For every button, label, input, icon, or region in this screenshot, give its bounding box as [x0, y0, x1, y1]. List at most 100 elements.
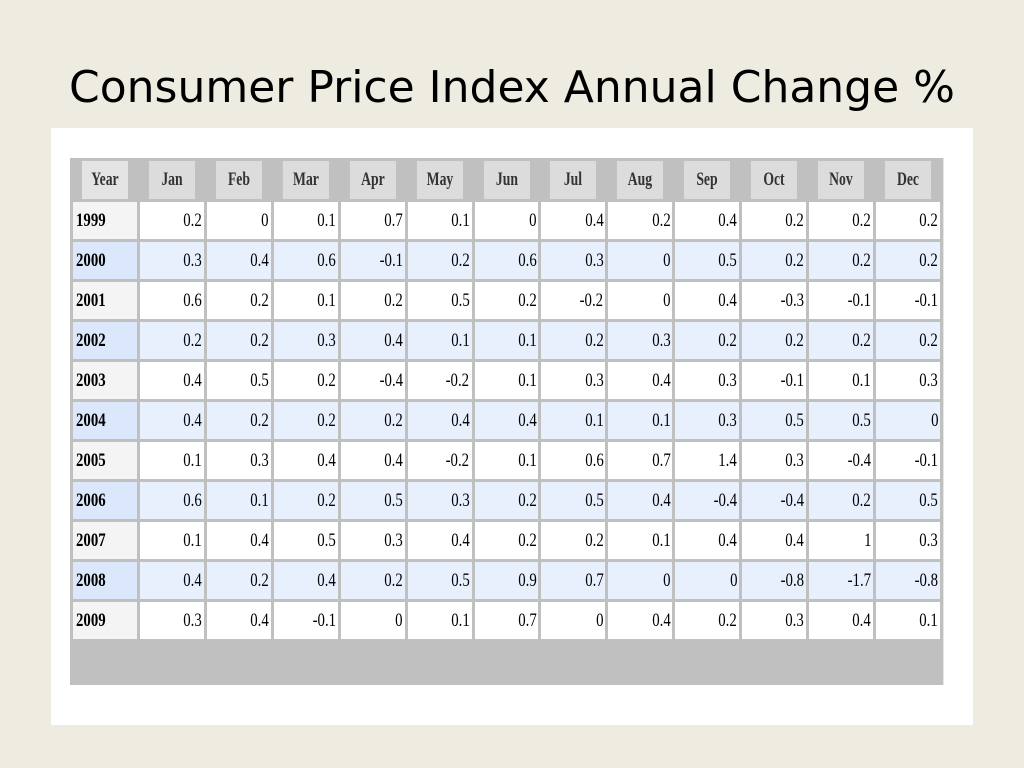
year-cell: 2000 — [73, 242, 137, 279]
value-text: 0.4 — [317, 569, 336, 591]
value-cell: -0.8 — [742, 562, 807, 599]
value-text: 0.3 — [451, 489, 470, 511]
value-cell: 0.5 — [742, 402, 807, 439]
value-text: -0.4 — [379, 369, 403, 391]
value-text: 0.5 — [852, 409, 872, 431]
value-text: 1.4 — [718, 449, 738, 471]
value-text: 0.2 — [250, 329, 269, 351]
value-text: 0.6 — [317, 249, 336, 271]
value-cell: 0.2 — [273, 362, 338, 399]
value-text: 0.3 — [718, 409, 738, 431]
year-text: 2001 — [76, 289, 106, 311]
table-body: 1999 0.2 0 0.1 0.7 0.1 0 0.4 0.2 0.4 0.2 0.2 0.2 2000… — [73, 202, 940, 639]
value-text: 0.1 — [183, 529, 202, 551]
value-cell: 0.2 — [809, 482, 874, 519]
value-text: 0.5 — [451, 289, 470, 311]
value-text: 0.2 — [517, 529, 537, 551]
value-cell: 0.2 — [742, 322, 807, 359]
value-text: 0.2 — [919, 249, 938, 271]
table-row: 1999 0.2 0 0.1 0.7 0.1 0 0.4 0.2 0.4 0.2 0.2 0.2 — [73, 202, 940, 239]
value-text: -0.2 — [579, 289, 604, 311]
value-cell: -0.1 — [876, 282, 940, 319]
table-row: 2009 0.3 0.4 -0.1 0 0.1 0.7 0 0.4 0.2 0.3 0.4 0.1 — [73, 602, 940, 639]
value-cell: 1.4 — [675, 442, 740, 479]
value-cell: 0.1 — [474, 322, 539, 359]
value-cell: 0.3 — [608, 322, 673, 359]
value-text: 0.1 — [517, 369, 537, 391]
value-cell: 0.3 — [139, 242, 204, 279]
value-text: 1 — [863, 529, 872, 551]
value-cell: 0.4 — [742, 522, 807, 559]
value-text: -0.2 — [446, 449, 470, 471]
value-cell: 0.2 — [474, 522, 539, 559]
value-cell: 0.4 — [608, 482, 673, 519]
slide-title: Consumer Price Index Annual Change % — [69, 62, 955, 113]
year-cell: 2009 — [73, 602, 137, 639]
value-cell: 0 — [474, 202, 539, 239]
value-cell: 0.5 — [876, 482, 940, 519]
value-cell: 0.4 — [139, 402, 204, 439]
year-text: 2006 — [76, 489, 106, 511]
year-text: 2005 — [76, 449, 106, 471]
value-text: 0.1 — [317, 289, 336, 311]
table-row: 2007 0.1 0.4 0.5 0.3 0.4 0.2 0.2 0.1 0.4 0.4 1 0.3 — [73, 522, 940, 559]
value-cell: -0.3 — [742, 282, 807, 319]
value-text: 0 — [729, 569, 738, 591]
value-cell: -0.4 — [675, 482, 740, 519]
value-text: -0.4 — [780, 489, 805, 511]
value-cell: 0.4 — [541, 202, 606, 239]
value-cell: 0.1 — [608, 522, 673, 559]
table-row: 2005 0.1 0.3 0.4 0.4 -0.2 0.1 0.6 0.7 1.4 0.3 -0.4 -… — [73, 442, 940, 479]
value-text: 0.2 — [852, 209, 872, 231]
value-cell: 0.4 — [273, 562, 338, 599]
value-text: 0.1 — [250, 489, 269, 511]
value-text: 0.2 — [183, 209, 202, 231]
year-cell: 2001 — [73, 282, 137, 319]
year-text: 2004 — [76, 409, 106, 431]
value-text: 0.2 — [317, 489, 336, 511]
column-header: Nov — [818, 161, 865, 199]
value-cell: 0.7 — [608, 442, 673, 479]
value-text: 0.1 — [451, 609, 470, 631]
value-text: -0.1 — [312, 609, 336, 631]
value-text: -0.2 — [446, 369, 470, 391]
value-text: 0.2 — [250, 289, 269, 311]
value-text: 0.1 — [517, 329, 537, 351]
value-text: 0.4 — [451, 409, 470, 431]
value-text: 0.2 — [384, 569, 403, 591]
value-cell: 0.3 — [876, 522, 940, 559]
value-text: 0.3 — [919, 529, 938, 551]
value-cell: 0 — [608, 242, 673, 279]
value-text: 0.5 — [250, 369, 269, 391]
year-cell: 1999 — [73, 202, 137, 239]
value-text: 0 — [395, 609, 403, 631]
value-text: 0.4 — [718, 209, 738, 231]
value-text: 0.2 — [852, 489, 872, 511]
value-text: 0.2 — [250, 409, 269, 431]
value-text: 0 — [662, 249, 671, 271]
column-header: Jan — [148, 161, 195, 199]
value-cell: 0.3 — [742, 442, 807, 479]
value-cell: 0.4 — [139, 362, 204, 399]
value-cell: 0.2 — [742, 202, 807, 239]
value-text: 0.1 — [183, 449, 202, 471]
column-header: Apr — [349, 161, 396, 199]
value-cell: 0.1 — [407, 202, 472, 239]
value-cell: 1 — [809, 522, 874, 559]
value-cell: 0.4 — [474, 402, 539, 439]
table-row: 2008 0.4 0.2 0.4 0.2 0.5 0.9 0.7 0 0 -0.8 -1.7 -0.8 — [73, 562, 940, 599]
column-header: May — [416, 161, 463, 199]
year-text: 2007 — [76, 529, 106, 551]
value-text: 0 — [662, 289, 671, 311]
value-cell: 0.2 — [876, 242, 940, 279]
value-text: 0.2 — [250, 569, 269, 591]
column-header: Oct — [751, 161, 798, 199]
value-text: 0.6 — [183, 489, 202, 511]
value-text: 0.3 — [584, 249, 604, 271]
value-cell: 0 — [206, 202, 271, 239]
year-cell: 2006 — [73, 482, 137, 519]
value-text: 0.2 — [718, 329, 738, 351]
value-text: 0.5 — [785, 409, 805, 431]
value-cell: 0.4 — [608, 362, 673, 399]
value-cell: 0.4 — [139, 562, 204, 599]
